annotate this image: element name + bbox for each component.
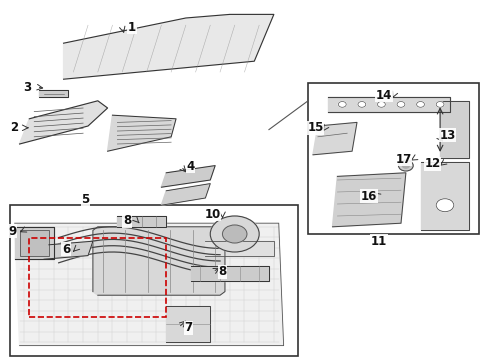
Circle shape — [435, 102, 443, 107]
Circle shape — [222, 225, 246, 243]
Polygon shape — [39, 90, 68, 97]
Text: 9: 9 — [8, 225, 16, 238]
Polygon shape — [420, 162, 468, 230]
Text: 10: 10 — [204, 208, 221, 221]
Polygon shape — [117, 216, 166, 227]
Text: 13: 13 — [438, 129, 455, 141]
Bar — [307, 83, 478, 234]
Polygon shape — [327, 97, 449, 112]
Text: 1: 1 — [128, 21, 136, 33]
Polygon shape — [20, 101, 107, 144]
Text: 3: 3 — [23, 81, 31, 94]
Text: 16: 16 — [360, 190, 377, 203]
Circle shape — [338, 102, 346, 107]
Text: 17: 17 — [394, 153, 411, 166]
Polygon shape — [107, 115, 176, 151]
Polygon shape — [15, 227, 54, 259]
Text: 8: 8 — [218, 265, 226, 278]
Polygon shape — [161, 166, 215, 187]
Text: 11: 11 — [370, 235, 386, 248]
Polygon shape — [93, 227, 224, 295]
Polygon shape — [190, 266, 268, 281]
Text: 12: 12 — [424, 157, 440, 170]
Polygon shape — [161, 184, 210, 205]
Polygon shape — [439, 101, 468, 158]
Text: 14: 14 — [375, 89, 391, 102]
Text: 8: 8 — [123, 214, 131, 227]
Polygon shape — [332, 173, 405, 227]
Circle shape — [357, 102, 365, 107]
Text: 7: 7 — [184, 321, 192, 334]
Text: 6: 6 — [62, 243, 70, 256]
Polygon shape — [15, 223, 283, 346]
Polygon shape — [205, 241, 273, 256]
Text: 15: 15 — [306, 121, 323, 134]
Bar — [29, 238, 166, 317]
Text: 2: 2 — [11, 121, 19, 134]
Circle shape — [416, 102, 424, 107]
Polygon shape — [44, 241, 93, 259]
Circle shape — [402, 163, 408, 168]
Circle shape — [396, 102, 404, 107]
Polygon shape — [63, 14, 273, 79]
Circle shape — [210, 216, 259, 252]
Polygon shape — [166, 306, 210, 342]
Circle shape — [377, 102, 385, 107]
Text: 5: 5 — [81, 193, 89, 206]
Circle shape — [398, 160, 412, 171]
Bar — [10, 205, 298, 356]
Polygon shape — [312, 122, 356, 155]
Circle shape — [435, 199, 453, 212]
Text: 4: 4 — [186, 160, 194, 173]
Bar — [20, 230, 49, 256]
